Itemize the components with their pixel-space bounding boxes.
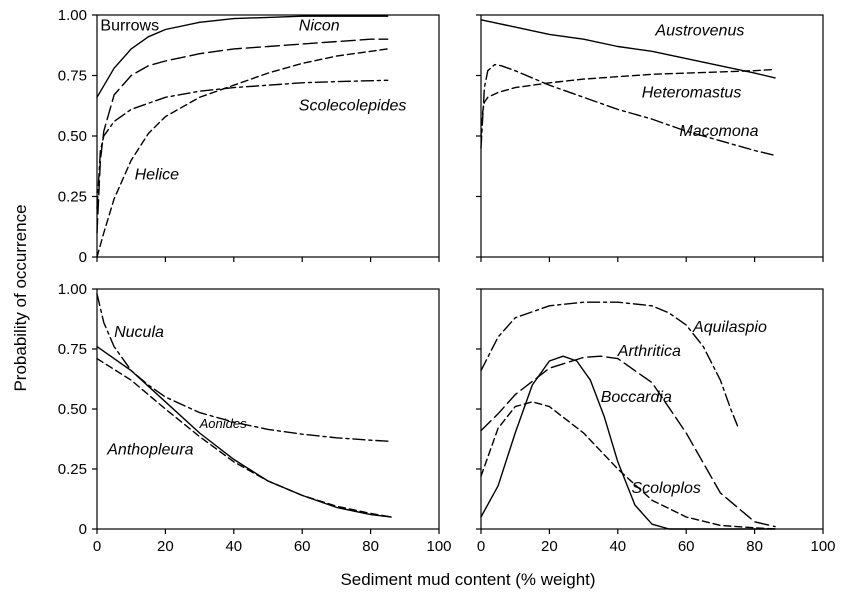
series-label-aonides: Aonides (199, 416, 247, 431)
x-tick-label: 20 (541, 538, 558, 555)
x-tick-label: 80 (362, 538, 379, 555)
series-label-anthopleura: Anthopleura (106, 442, 193, 459)
series-label-helice: Helice (135, 167, 180, 184)
x-tick-label: 0 (477, 538, 485, 555)
series-label-nucula: Nucula (114, 324, 164, 341)
x-tick-label: 80 (746, 538, 763, 555)
x-tick-label: 60 (294, 538, 311, 555)
series-line-heteromastus (480, 68, 776, 137)
x-tick-label: 20 (157, 538, 174, 555)
y-tick-label: 0 (79, 249, 87, 266)
series-label-aquilaspio: Aquilaspio (692, 319, 767, 336)
series-line-scolecolepides (96, 79, 389, 210)
panel-top-right: Austrovenus Heteromastus Macomona (476, 14, 824, 262)
series-line-burrows (96, 15, 389, 98)
y-tick-label: 1.00 (58, 7, 87, 24)
series-label-scolecolepides: Scolecolepides (299, 98, 407, 115)
series-label-burrows: Burrows (100, 18, 159, 35)
chart-panels: 0 0.25 0.50 0.75 1.00 Burrows Nicon Scolecolepi… (58, 7, 836, 555)
x-tick-label: 0 (93, 538, 101, 555)
series-label-heteromastus: Heteromastus (642, 84, 742, 101)
x-axis-title: Sediment mud content (% weight) (340, 570, 595, 589)
series-label-scoloplos: Scoloplos (631, 480, 700, 497)
series-label-arthritica: Arthritica (617, 343, 681, 360)
series-line-austrovenus (480, 19, 776, 79)
series-line-arthritica (480, 355, 776, 528)
series-label-austrovenus: Austrovenus (654, 23, 744, 40)
y-tick-label: 0.75 (58, 341, 87, 358)
y-axis-title: Probability of occurrence (11, 204, 30, 391)
series-label-boccardia: Boccardia (601, 389, 672, 406)
x-tick-label: 40 (609, 538, 626, 555)
series-line-macomona (480, 63, 776, 157)
y-tick-label: 0.25 (58, 461, 87, 478)
series-line-boccardia (480, 355, 776, 530)
x-tick-label: 100 (810, 538, 835, 555)
y-tick-label: 1.00 (58, 281, 87, 298)
x-tick-label: 60 (678, 538, 695, 555)
series-line-aonides (96, 345, 392, 518)
series-label-macomona: Macomona (679, 123, 758, 140)
series-line-helice (96, 48, 389, 258)
y-tick-label: 0.25 (58, 189, 87, 206)
series-line-nicon (96, 38, 389, 234)
series-line-scoloplos (480, 401, 776, 530)
x-tick-label: 40 (225, 538, 242, 555)
panel-bottom-right: 0 20 40 60 80 100 Aquilaspio Arthritica Boccardi… (476, 288, 836, 555)
series-line-aquilaspio (480, 301, 739, 427)
y-tick-label: 0 (79, 521, 87, 538)
panel-top-left: 0 0.25 0.50 0.75 1.00 Burrows Nicon Scolecolepi… (58, 7, 440, 266)
panel-bottom-left: 0 20 40 60 80 100 0 0.25 0.50 0.75 1.00 Nucula Aonid… (58, 281, 452, 555)
series-line-nucula (96, 293, 392, 443)
plot-frame (96, 14, 440, 258)
y-tick-label: 0.50 (58, 128, 87, 145)
y-tick-label: 0.75 (58, 68, 87, 85)
y-tick-label: 0.50 (58, 401, 87, 418)
series-line-anthopleura (96, 357, 392, 518)
series-label-nicon: Nicon (299, 18, 340, 35)
x-tick-label: 100 (426, 538, 451, 555)
